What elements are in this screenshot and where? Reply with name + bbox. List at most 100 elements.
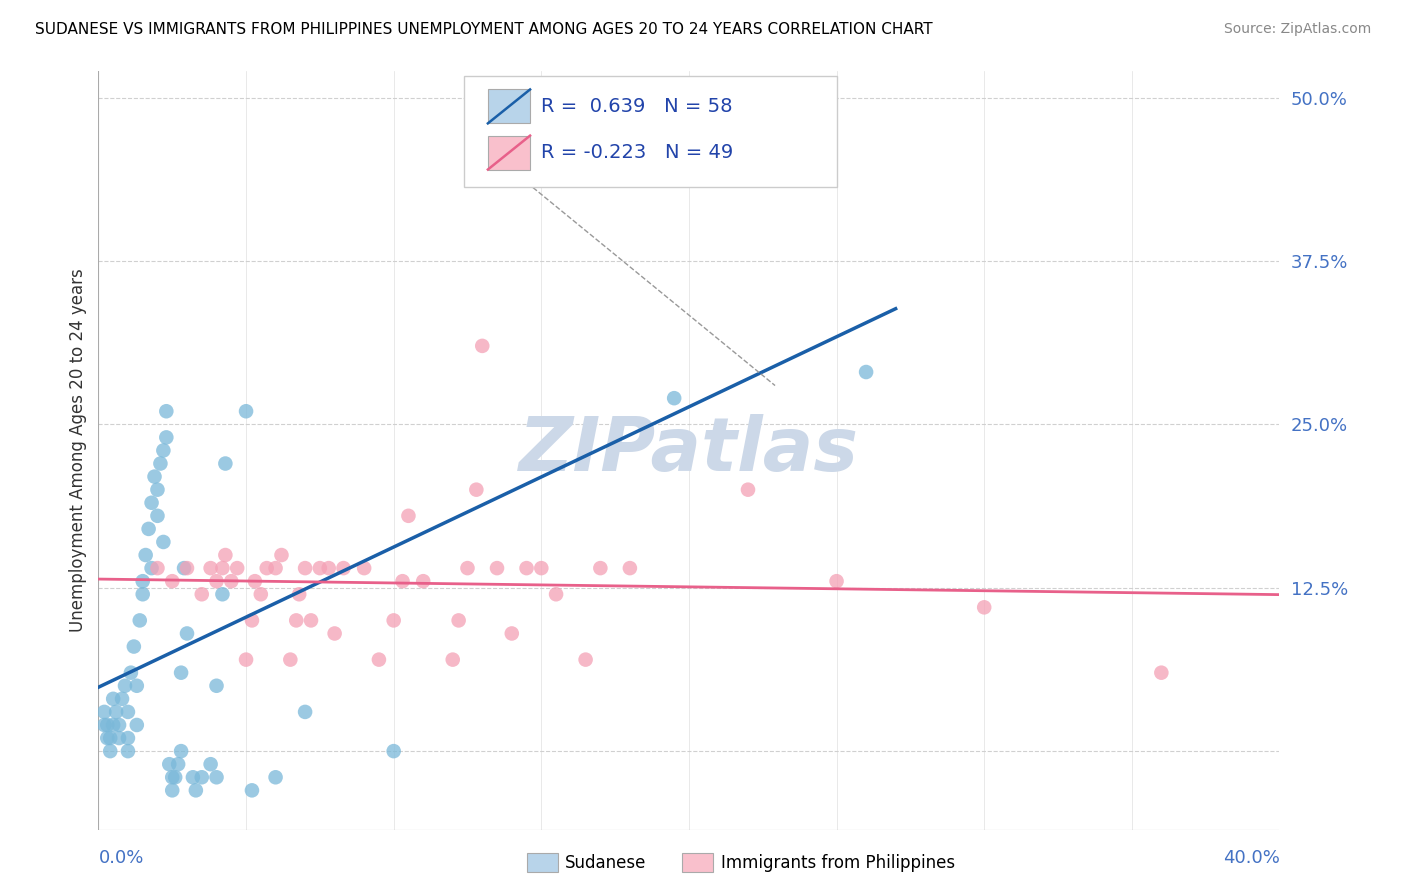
- Point: [205, 770, 228, 784]
- Point: [170, 744, 193, 758]
- Point: [117, 744, 139, 758]
- Point: [240, 783, 263, 797]
- Point: [589, 561, 612, 575]
- Point: [323, 626, 346, 640]
- Point: [114, 679, 136, 693]
- Text: Sudanese: Sudanese: [565, 854, 647, 871]
- Text: R =  0.639   N = 58: R = 0.639 N = 58: [541, 97, 733, 116]
- Point: [138, 522, 160, 536]
- Point: [173, 561, 195, 575]
- Text: 40.0%: 40.0%: [1223, 849, 1279, 867]
- Point: [264, 561, 287, 575]
- Point: [108, 731, 131, 745]
- Point: [184, 783, 207, 797]
- Point: [200, 757, 222, 772]
- Point: [214, 457, 236, 471]
- Point: [382, 614, 405, 628]
- Text: R = -0.223   N = 49: R = -0.223 N = 49: [541, 143, 734, 162]
- Point: [205, 574, 228, 589]
- Point: [226, 561, 249, 575]
- Point: [152, 535, 174, 549]
- Point: [270, 548, 292, 562]
- Point: [132, 574, 155, 589]
- Point: [117, 731, 139, 745]
- Point: [235, 404, 257, 418]
- Point: [280, 652, 302, 666]
- Point: [132, 587, 155, 601]
- Point: [825, 574, 848, 589]
- Point: [309, 561, 332, 575]
- Point: [285, 614, 308, 628]
- Point: [128, 614, 150, 628]
- Text: 0.0%: 0.0%: [98, 849, 143, 867]
- Point: [141, 561, 163, 575]
- Point: [1150, 665, 1173, 680]
- Point: [157, 757, 180, 772]
- Point: [332, 561, 354, 575]
- Text: Immigrants from Philippines: Immigrants from Philippines: [721, 854, 956, 871]
- Point: [143, 469, 166, 483]
- Point: [162, 783, 183, 797]
- Point: [546, 587, 568, 601]
- Point: [170, 665, 193, 680]
- Point: [155, 430, 177, 444]
- Point: [162, 770, 183, 784]
- Y-axis label: Unemployment Among Ages 20 to 24 years: Unemployment Among Ages 20 to 24 years: [69, 268, 87, 632]
- Point: [125, 679, 148, 693]
- Point: [167, 757, 190, 772]
- Point: [221, 574, 243, 589]
- Point: [294, 705, 316, 719]
- Point: [530, 169, 553, 183]
- Point: [294, 561, 316, 575]
- Point: [96, 718, 118, 732]
- Point: [575, 652, 598, 666]
- Point: [200, 561, 222, 575]
- Point: [122, 640, 145, 654]
- Point: [120, 665, 142, 680]
- Point: [191, 770, 214, 784]
- Point: [264, 770, 287, 784]
- Point: [465, 483, 488, 497]
- Point: [382, 744, 405, 758]
- Point: [176, 561, 198, 575]
- Point: [149, 457, 172, 471]
- Point: [211, 587, 233, 601]
- Text: Source: ZipAtlas.com: Source: ZipAtlas.com: [1223, 22, 1371, 37]
- Point: [288, 587, 311, 601]
- Point: [240, 614, 263, 628]
- Point: [165, 770, 187, 784]
- Point: [235, 652, 257, 666]
- Point: [181, 770, 204, 784]
- Point: [441, 652, 464, 666]
- Point: [155, 404, 177, 418]
- Text: SUDANESE VS IMMIGRANTS FROM PHILIPPINES UNEMPLOYMENT AMONG AGES 20 TO 24 YEARS C: SUDANESE VS IMMIGRANTS FROM PHILIPPINES …: [35, 22, 932, 37]
- Point: [447, 614, 470, 628]
- Point: [250, 587, 273, 601]
- Point: [664, 391, 686, 405]
- Point: [96, 731, 118, 745]
- Point: [973, 600, 995, 615]
- Point: [103, 718, 125, 732]
- Point: [353, 561, 375, 575]
- Point: [398, 508, 420, 523]
- Point: [191, 587, 214, 601]
- Point: [111, 691, 134, 706]
- Point: [486, 561, 509, 575]
- Point: [205, 679, 228, 693]
- Point: [135, 548, 157, 562]
- Point: [530, 561, 553, 575]
- Point: [146, 561, 169, 575]
- Point: [412, 574, 434, 589]
- Point: [105, 705, 128, 719]
- Point: [855, 365, 877, 379]
- Point: [103, 691, 125, 706]
- Point: [471, 339, 494, 353]
- Point: [162, 574, 183, 589]
- Point: [256, 561, 278, 575]
- Point: [501, 626, 523, 640]
- Point: [108, 718, 131, 732]
- Point: [243, 574, 266, 589]
- Point: [146, 483, 169, 497]
- Point: [619, 561, 641, 575]
- Point: [152, 443, 174, 458]
